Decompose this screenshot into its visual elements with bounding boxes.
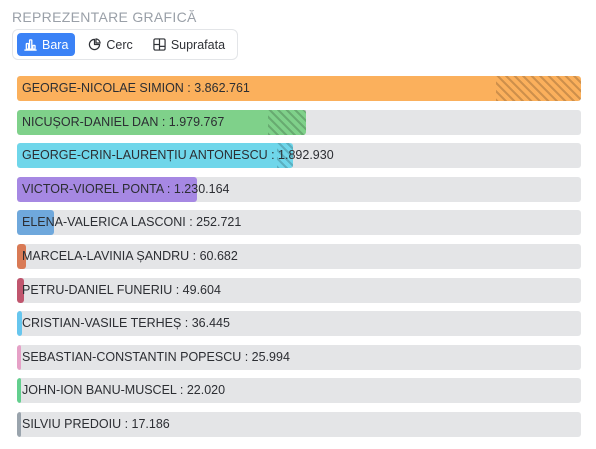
bar-hatch-segment <box>268 109 307 135</box>
chart-type-toggle: Bara Cerc Suprafata <box>12 29 238 60</box>
bar-label: SEBASTIAN-CONSTANTIN POPESCU : 25.994 <box>22 349 290 364</box>
toggle-bar-button[interactable]: Bara <box>17 33 76 56</box>
bar[interactable] <box>17 243 26 269</box>
bar[interactable] <box>17 378 21 404</box>
bar[interactable] <box>17 344 21 370</box>
bar-label: PETRU-DANIEL FUNERIU : 49.604 <box>22 282 221 297</box>
section-title: REPREZENTARE GRAFICĂ <box>12 9 197 25</box>
bar-label: CRISTIAN-VASILE TERHEȘ : 36.445 <box>22 316 230 331</box>
bar[interactable] <box>17 176 197 202</box>
bar-row: GEORGE-CRIN-LAURENȚIU ANTONESCU : 1.892.… <box>17 143 581 169</box>
bar-label: NICUȘOR-DANIEL DAN : 1.979.767 <box>22 114 225 129</box>
bar-label: GEORGE-CRIN-LAURENȚIU ANTONESCU : 1.892.… <box>22 148 334 163</box>
bar-hatch-segment <box>496 76 581 101</box>
bar[interactable] <box>17 311 23 337</box>
bar-label: MARCELA-LAVINIA ȘANDRU : 60.682 <box>22 248 238 263</box>
toggle-area-button[interactable]: Suprafata <box>146 33 232 56</box>
bar-row: ELENA-VALERICA LASCONI : 252.721 <box>17 210 581 236</box>
bar[interactable] <box>17 76 581 101</box>
bar-row: PETRU-DANIEL FUNERIU : 49.604 <box>17 277 581 303</box>
toggle-circle-button[interactable]: Cerc <box>81 33 139 56</box>
bar[interactable] <box>17 411 21 437</box>
bar[interactable] <box>17 277 25 303</box>
bar-row: SILVIU PREDOIU : 17.186 <box>17 411 581 437</box>
bar-label: GEORGE-NICOLAE SIMION : 3.862.761 <box>22 81 250 95</box>
bar-label: VICTOR-VIOREL PONTA : 1.230.164 <box>22 181 230 196</box>
bar-row: VICTOR-VIOREL PONTA : 1.230.164 <box>17 176 581 202</box>
bar-label: ELENA-VALERICA LASCONI : 252.721 <box>22 215 242 230</box>
bar-row: GEORGE-NICOLAE SIMION : 3.862.761 <box>17 76 581 101</box>
treemap-icon <box>153 38 166 51</box>
bar[interactable] <box>17 210 54 236</box>
bar-hatch-segment <box>276 143 294 169</box>
bar-row: NICUȘOR-DANIEL DAN : 1.979.767 <box>17 109 581 135</box>
bar-row: SEBASTIAN-CONSTANTIN POPESCU : 25.994 <box>17 344 581 370</box>
bar[interactable] <box>17 109 307 135</box>
bar-label: SILVIU PREDOIU : 17.186 <box>22 416 170 431</box>
bar-chart: GEORGE-NICOLAE SIMION : 3.862.761 NICUȘOR… <box>17 76 581 446</box>
bar-label: JOHN-ION BANU-MUSCEL : 22.020 <box>22 383 226 398</box>
bar-chart-icon <box>24 38 37 51</box>
bar[interactable] <box>17 143 294 169</box>
toggle-bar-label: Bara <box>42 37 69 52</box>
toggle-area-label: Suprafata <box>170 37 226 52</box>
toggle-circle-label: Cerc <box>106 37 133 52</box>
bar-row: CRISTIAN-VASILE TERHEȘ : 36.445 <box>17 311 581 337</box>
pie-chart-icon <box>88 38 102 51</box>
bar-row: JOHN-ION BANU-MUSCEL : 22.020 <box>17 378 581 404</box>
bar-row: MARCELA-LAVINIA ȘANDRU : 60.682 <box>17 243 581 269</box>
